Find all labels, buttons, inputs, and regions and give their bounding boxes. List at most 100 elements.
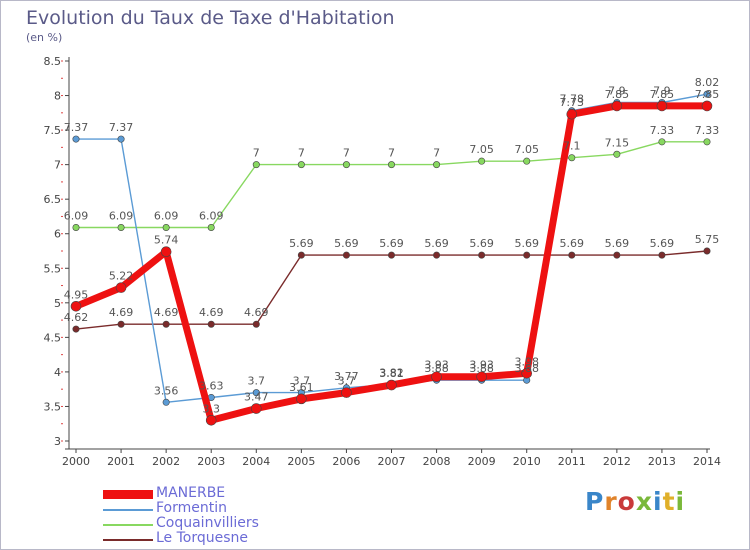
data-point [207, 320, 215, 328]
data-label: 5.75 [695, 233, 720, 246]
data-label: 6.09 [64, 210, 89, 223]
y-tick-label: 3 [54, 435, 61, 448]
y-tick-label: 7.5 [44, 124, 62, 137]
x-tick-label: 2006 [332, 455, 360, 468]
data-label: 5.69 [289, 237, 314, 250]
data-point [478, 157, 486, 165]
data-label: 3.82 [379, 366, 404, 379]
data-label: 7 [433, 147, 440, 160]
data-point [205, 414, 217, 426]
data-point [703, 138, 711, 146]
x-tick-label: 2014 [693, 455, 721, 468]
logo-letter: P [585, 487, 605, 516]
x-tick-label: 2011 [558, 455, 586, 468]
y-tick-label: 4.5 [44, 331, 62, 344]
data-label: 5.69 [334, 237, 359, 250]
data-label: 3.63 [199, 379, 224, 392]
data-label: 3.3 [202, 402, 220, 415]
data-label: 5.74 [154, 234, 179, 247]
logo-letter: r [604, 487, 618, 516]
data-point [160, 246, 172, 257]
data-label: 3.98 [514, 355, 539, 368]
data-point [701, 100, 713, 112]
x-tick-label: 2000 [62, 455, 90, 468]
data-label: 7.37 [64, 121, 89, 134]
data-label: 7.33 [650, 124, 675, 137]
data-label: 3.93 [424, 359, 449, 372]
data-label: 7.85 [605, 88, 630, 101]
legend-label: Coquainvilliers [156, 515, 259, 531]
y-tick-label: 8 [54, 90, 61, 103]
data-label: 8.02 [695, 76, 720, 89]
data-point [387, 161, 395, 169]
data-label: 7 [253, 147, 260, 160]
data-label: 4.95 [64, 288, 89, 301]
proxiti-logo: Proxiti [585, 487, 685, 516]
data-point [387, 251, 395, 259]
data-label: 5.69 [560, 237, 585, 250]
data-label: 7.73 [560, 96, 585, 109]
data-label: 5.69 [650, 237, 675, 250]
data-point [613, 251, 621, 259]
logo-letter: o [617, 487, 636, 516]
data-label: 4.69 [244, 306, 269, 319]
chart-unit: (en %) [26, 31, 63, 44]
data-point [386, 379, 397, 391]
data-point [72, 224, 80, 232]
data-point [658, 251, 666, 259]
data-point [297, 251, 305, 259]
y-tick-label: 8.5 [44, 55, 62, 68]
data-label: 3.81 [379, 367, 404, 380]
x-tick-label: 2002 [152, 455, 180, 468]
data-point [252, 320, 260, 328]
data-label: 7.37 [109, 121, 134, 134]
legend-label: MANERBE [156, 485, 226, 501]
data-label: 7.78 [560, 93, 585, 106]
x-tick-label: 2009 [468, 455, 496, 468]
data-label: 3.93 [469, 359, 494, 372]
data-point [523, 157, 531, 165]
data-label: 7 [388, 147, 395, 160]
y-tick-label: 5.5 [44, 262, 62, 275]
x-tick-label: 2010 [513, 455, 541, 468]
data-point [117, 135, 125, 143]
x-tick-label: 2007 [378, 455, 406, 468]
data-label: 3.61 [289, 381, 314, 394]
data-point [70, 300, 82, 312]
x-tick-label: 2005 [287, 455, 315, 468]
legend-swatch [103, 539, 153, 541]
x-tick-label: 2003 [197, 455, 225, 468]
data-point [431, 371, 442, 383]
data-point [656, 100, 668, 112]
data-point [297, 161, 305, 169]
y-tick-label: 5 [54, 297, 61, 310]
y-tick-label: 6.5 [44, 193, 62, 206]
data-point [613, 150, 621, 158]
data-label: 3.88 [514, 362, 539, 375]
data-label: 7.33 [695, 124, 720, 137]
logo-letter: i [675, 487, 686, 516]
data-label: 7.9 [608, 84, 626, 97]
data-label: 7.1 [563, 140, 581, 153]
data-point [342, 161, 350, 169]
legend-label: Formentin [156, 500, 228, 516]
chart-title: Evolution du Taux de Taxe d'Habitation [26, 7, 395, 29]
x-tick-label: 2008 [423, 455, 451, 468]
data-label: 5.69 [379, 237, 404, 250]
data-point [341, 387, 352, 398]
data-point [296, 393, 307, 405]
data-label: 3.77 [334, 370, 359, 383]
data-label: 5.69 [514, 237, 539, 250]
data-label: 3.88 [469, 362, 494, 375]
data-point [207, 224, 215, 232]
data-point [521, 367, 533, 379]
data-label: 6.09 [109, 210, 134, 223]
data-label: 6.09 [199, 210, 224, 223]
data-label: 7.15 [605, 136, 630, 149]
legend-swatch [103, 509, 153, 511]
logo-letter: x [635, 487, 653, 516]
data-point [658, 138, 666, 146]
data-point [703, 90, 711, 98]
data-point [478, 251, 486, 259]
